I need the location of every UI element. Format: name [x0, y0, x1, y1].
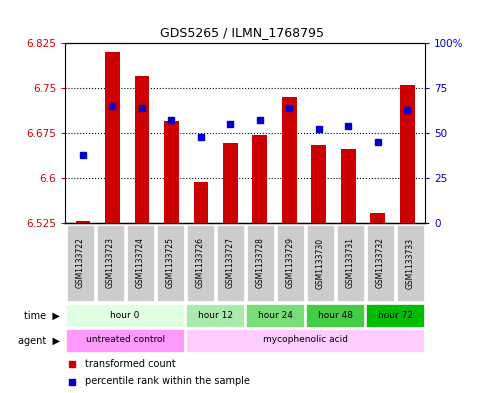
Text: agent  ▶: agent ▶: [18, 336, 60, 345]
Text: GSM1133728: GSM1133728: [256, 237, 265, 288]
Bar: [282, 97, 297, 223]
Bar: [337, 225, 364, 301]
Bar: [127, 225, 154, 301]
Text: hour 0: hour 0: [111, 310, 140, 320]
Text: GSM1133722: GSM1133722: [76, 237, 85, 288]
Text: hour 72: hour 72: [378, 310, 412, 320]
Bar: [370, 213, 385, 223]
Text: hour 48: hour 48: [318, 310, 353, 320]
Bar: [307, 225, 334, 301]
Bar: [366, 304, 424, 327]
Text: GSM1133729: GSM1133729: [285, 237, 295, 288]
Text: hour 12: hour 12: [198, 310, 233, 320]
Bar: [164, 121, 179, 223]
Text: hour 24: hour 24: [257, 310, 293, 320]
Bar: [247, 225, 274, 301]
Bar: [277, 225, 304, 301]
Bar: [253, 135, 267, 223]
Bar: [186, 329, 424, 352]
Bar: [66, 329, 185, 352]
Bar: [66, 304, 185, 327]
Text: GSM1133733: GSM1133733: [406, 237, 414, 288]
Bar: [97, 225, 124, 301]
Text: transformed count: transformed count: [85, 359, 176, 369]
Text: GSM1133726: GSM1133726: [196, 237, 205, 288]
Bar: [156, 225, 184, 301]
Text: GSM1133724: GSM1133724: [136, 237, 145, 288]
Text: GSM1133731: GSM1133731: [345, 237, 355, 288]
Bar: [341, 149, 355, 223]
Bar: [367, 225, 394, 301]
Text: GSM1133730: GSM1133730: [315, 237, 325, 288]
Bar: [75, 221, 90, 223]
Text: GSM1133725: GSM1133725: [166, 237, 175, 288]
Bar: [135, 76, 149, 223]
Text: GDS5265 / ILMN_1768795: GDS5265 / ILMN_1768795: [159, 26, 324, 39]
Bar: [312, 145, 326, 223]
Bar: [223, 143, 238, 223]
Text: time  ▶: time ▶: [25, 310, 60, 321]
Bar: [67, 225, 94, 301]
Text: GSM1133727: GSM1133727: [226, 237, 235, 288]
Bar: [216, 225, 243, 301]
Text: percentile rank within the sample: percentile rank within the sample: [85, 376, 250, 386]
Bar: [397, 225, 424, 301]
Text: GSM1133732: GSM1133732: [376, 237, 384, 288]
Bar: [194, 182, 208, 223]
Text: untreated control: untreated control: [85, 336, 165, 345]
Bar: [186, 225, 213, 301]
Bar: [105, 52, 120, 223]
Bar: [186, 304, 244, 327]
Text: mycophenolic acid: mycophenolic acid: [263, 336, 348, 345]
Bar: [306, 304, 364, 327]
Text: GSM1133723: GSM1133723: [106, 237, 114, 288]
Bar: [400, 85, 415, 223]
Bar: [246, 304, 304, 327]
